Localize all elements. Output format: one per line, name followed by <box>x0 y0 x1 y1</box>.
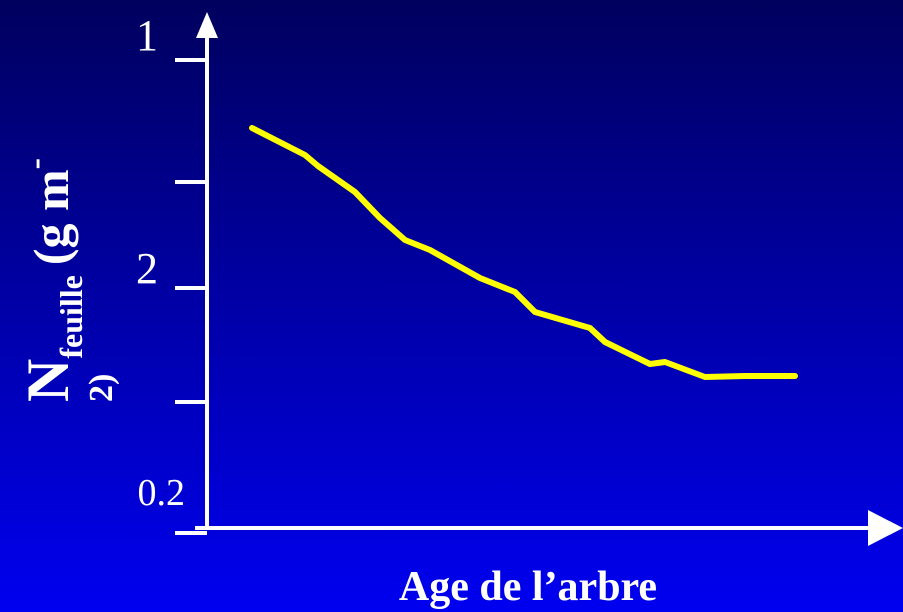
x-arrow <box>868 510 903 546</box>
y-tick-label: 2 <box>136 244 158 293</box>
y-axis-label: Nfeuille (g m- <box>15 158 89 402</box>
y-arrow <box>196 12 218 38</box>
y-tick-label: 0.2 <box>138 472 186 514</box>
x-axis-label: Age de l’arbre <box>399 564 657 610</box>
curve <box>249 125 798 380</box>
axes <box>175 35 870 535</box>
y-unit: (g m <box>23 169 79 265</box>
y-subscript: feuille <box>53 275 89 359</box>
y-tick-label: 1 <box>136 11 158 60</box>
y-unit-end: 2) <box>83 374 120 402</box>
y-symbol: N <box>15 359 81 402</box>
y-superscript: - <box>17 158 54 169</box>
